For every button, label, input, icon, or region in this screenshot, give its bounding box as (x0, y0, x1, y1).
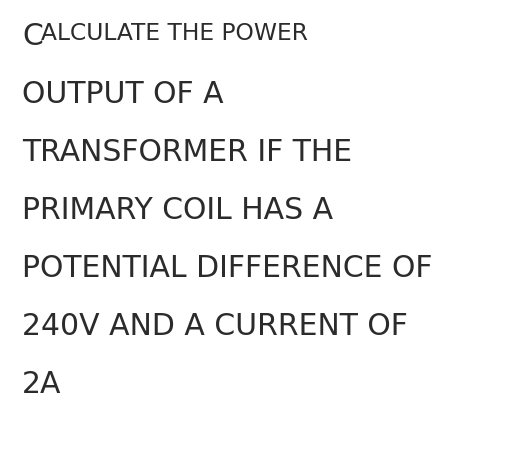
Text: C: C (22, 22, 43, 51)
Text: OUTPUT OF A: OUTPUT OF A (22, 80, 224, 109)
Text: POTENTIAL DIFFERENCE OF: POTENTIAL DIFFERENCE OF (22, 253, 432, 282)
Text: TRANSFORMER IF THE: TRANSFORMER IF THE (22, 138, 352, 166)
Text: 240V AND A CURRENT OF: 240V AND A CURRENT OF (22, 311, 408, 340)
Text: 2A: 2A (22, 369, 62, 398)
Text: ALCULATE THE POWER: ALCULATE THE POWER (41, 22, 307, 45)
Text: PRIMARY COIL HAS A: PRIMARY COIL HAS A (22, 196, 333, 225)
